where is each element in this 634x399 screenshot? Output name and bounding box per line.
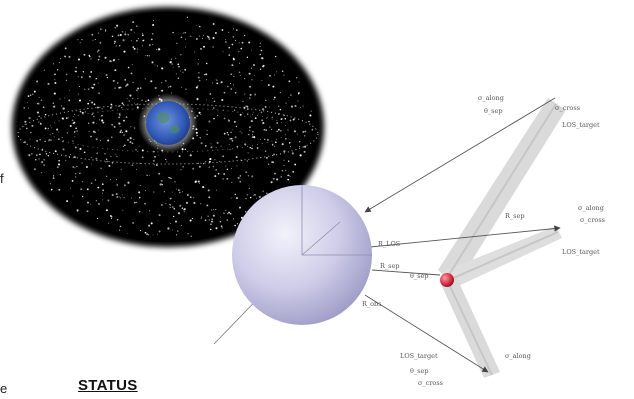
cut-off-text-e: e bbox=[0, 381, 8, 396]
target-point bbox=[440, 273, 454, 287]
connection-arrows bbox=[364, 97, 561, 373]
central-sphere bbox=[213, 185, 372, 345]
label-right-2: σ_along bbox=[578, 204, 604, 212]
label-top-1: σ_along bbox=[478, 94, 504, 102]
label-bottom-4: σ_cross bbox=[418, 379, 443, 387]
status-heading: STATUS bbox=[78, 377, 138, 394]
label-sphere-3: θ_sep bbox=[410, 272, 429, 280]
debris-field-image bbox=[12, 7, 324, 247]
label-right-1: R_sep bbox=[505, 212, 525, 220]
label-top-2: σ_cross bbox=[555, 104, 580, 112]
label-sphere-1: R_LOS bbox=[378, 240, 400, 248]
cut-off-text-f: f bbox=[0, 171, 4, 186]
label-sphere-2: R_sep bbox=[380, 262, 400, 270]
label-bottom-3: θ_sep bbox=[410, 367, 429, 375]
label-right-4: LOS_target bbox=[562, 248, 600, 256]
label-bottom-1: LOS_target bbox=[400, 352, 438, 360]
label-sphere-4: R_obs bbox=[362, 300, 382, 308]
beam-paths bbox=[438, 98, 566, 378]
label-bottom-2: σ_along bbox=[505, 352, 531, 360]
label-top-4: LOS_target bbox=[562, 121, 600, 129]
label-top-3: θ_sep bbox=[484, 107, 503, 115]
earth-icon bbox=[146, 101, 190, 145]
label-right-3: σ_cross bbox=[580, 216, 605, 224]
